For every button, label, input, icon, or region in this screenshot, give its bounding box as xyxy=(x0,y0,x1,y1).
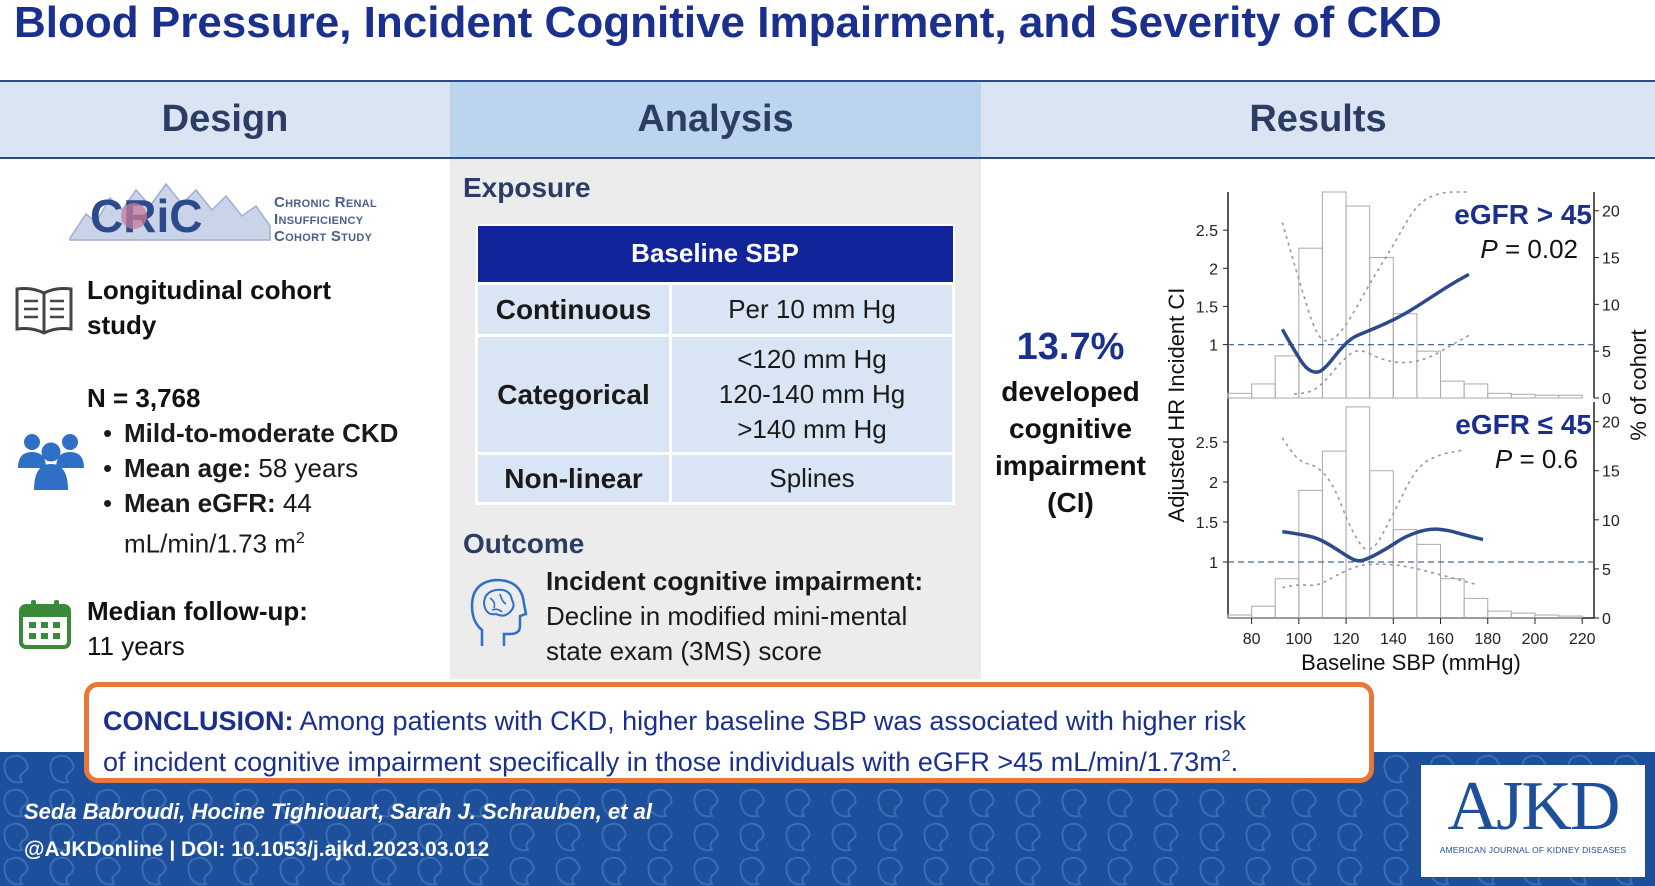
histogram-bar xyxy=(1227,614,1253,619)
table-row: Continuous Per 10 mm Hg xyxy=(475,281,955,337)
x-axis-label: Baseline SBP (mmHg) xyxy=(1301,650,1521,675)
histogram-bar xyxy=(1298,247,1323,399)
results-header: Results xyxy=(981,82,1655,157)
histogram-bar xyxy=(1463,597,1489,619)
ci-lower-curve xyxy=(1282,563,1477,589)
cohort-bullets: Mild-to-moderate CKD Mean age: 58 years … xyxy=(100,416,450,562)
analysis-header: Analysis xyxy=(450,82,981,157)
histogram-bar xyxy=(1345,406,1371,619)
histogram-bar xyxy=(1558,394,1583,399)
design-header: Design xyxy=(0,82,450,157)
bullet-ckd: Mild-to-moderate CKD xyxy=(100,416,450,451)
p-value: P = 0.6 xyxy=(1495,444,1578,474)
incidence-description: developed cognitive impairment (CI) xyxy=(995,376,1146,518)
cric-name: Chronic Renal Insufficiency Cohort Study xyxy=(274,194,378,245)
right-tick-label: 0 xyxy=(1602,391,1611,408)
histogram-bar xyxy=(1416,350,1442,399)
right-tick-label: 15 xyxy=(1602,251,1620,268)
right-tick-label: 10 xyxy=(1602,297,1620,314)
exposure-table: Baseline SBP Continuous Per 10 mm Hg Cat… xyxy=(475,224,955,505)
right-tick-label: 0 xyxy=(1602,611,1611,628)
x-tick-label: 100 xyxy=(1285,631,1312,648)
right-tick-label: 20 xyxy=(1602,204,1620,221)
right-tick-label: 20 xyxy=(1602,415,1620,432)
calendar-icon xyxy=(19,600,71,649)
left-tick-label: 2.5 xyxy=(1196,435,1218,452)
bullet-age: Mean age: 58 years xyxy=(100,451,450,486)
x-tick-label: 140 xyxy=(1380,631,1407,648)
histogram-bar xyxy=(1534,394,1560,399)
right-tick-label: 5 xyxy=(1602,562,1611,579)
histogram-bar xyxy=(1440,380,1465,399)
ajkd-logo: AJKD AMERICAN JOURNAL OF KIDNEY DISEASES xyxy=(1421,765,1645,877)
open-book-icon xyxy=(15,287,73,335)
outcome-text: Incident cognitive impairment: Decline i… xyxy=(546,566,924,666)
right-tick-label: 5 xyxy=(1602,344,1611,361)
right-tick-label: 15 xyxy=(1602,464,1620,481)
x-tick-label: 80 xyxy=(1243,631,1261,648)
histogram-bar xyxy=(1392,313,1418,399)
panel-label: eGFR ≤ 45 xyxy=(1455,409,1592,440)
x-tick-label: 120 xyxy=(1333,631,1360,648)
section-header-row: Design Analysis Results xyxy=(0,80,1655,159)
cric-logo: CRiC xyxy=(69,182,271,242)
left-tick-label: 2 xyxy=(1209,475,1218,492)
histogram-bar xyxy=(1534,614,1560,619)
ci-lower-curve xyxy=(1294,334,1470,395)
histogram-bar xyxy=(1416,543,1442,619)
table-row: Non-linear Splines xyxy=(475,451,955,505)
table-header: Baseline SBP xyxy=(475,224,955,284)
left-tick-label: 1 xyxy=(1209,555,1218,572)
histogram-bar xyxy=(1558,615,1583,619)
exposure-label: Exposure xyxy=(463,172,591,203)
ci-upper-curve xyxy=(1281,191,1469,342)
panel-label: eGFR > 45 xyxy=(1454,199,1592,230)
histogram-bar xyxy=(1510,393,1536,399)
authors: Seda Babroudi, Hocine Tighiouart, Sarah … xyxy=(24,799,652,824)
doi-line: @AJKDonline | DOI: 10.1053/j.ajkd.2023.0… xyxy=(24,838,490,861)
ci-upper-curve xyxy=(1281,437,1465,551)
p-value: P = 0.02 xyxy=(1480,234,1578,264)
n-label: N = 3,768 xyxy=(87,383,201,413)
left-tick-label: 2.5 xyxy=(1196,223,1218,240)
brain-head-icon xyxy=(470,578,528,646)
histogram-bar xyxy=(1227,392,1253,399)
y-axis-left-label: Adjusted HR Incident CI xyxy=(1164,288,1189,523)
x-tick-label: 220 xyxy=(1569,631,1596,648)
histogram-bar xyxy=(1274,578,1300,619)
left-tick-label: 1.5 xyxy=(1196,515,1218,532)
right-tick-label: 10 xyxy=(1602,513,1620,530)
follow-up: Median follow-up: 11 years xyxy=(87,596,308,661)
histogram-bar xyxy=(1274,355,1300,399)
hr-curve xyxy=(1280,272,1470,374)
histogram-bar xyxy=(1298,489,1323,619)
people-group-icon xyxy=(18,434,84,490)
histogram-bar xyxy=(1251,605,1276,619)
outcome-label: Outcome xyxy=(463,528,585,559)
left-tick-label: 1 xyxy=(1209,338,1218,355)
page-title: Blood Pressure, Incident Cognitive Impai… xyxy=(14,0,1442,47)
histogram-bar xyxy=(1463,383,1489,399)
left-tick-label: 1.5 xyxy=(1196,299,1218,316)
left-tick-label: 2 xyxy=(1209,261,1218,278)
y-axis-right-label: % of cohort xyxy=(1626,329,1651,440)
histogram-bar xyxy=(1440,578,1465,619)
histogram-bar xyxy=(1487,610,1512,619)
table-row: Categorical <120 mm Hg 120-140 mm Hg >14… xyxy=(475,333,955,455)
histogram-bar xyxy=(1369,470,1394,619)
study-type: Longitudinal cohort study xyxy=(87,275,332,340)
histogram-bar xyxy=(1251,383,1276,399)
x-tick-label: 160 xyxy=(1427,631,1454,648)
hr-curve xyxy=(1282,527,1484,563)
conclusion-box: CONCLUSION: Among patients with CKD, hig… xyxy=(84,682,1374,783)
spline-chart: 0 5 10 15 20 1 1.5 2 2.5 eGFR > 45 P = 0.02 0 5 10 15 2… xyxy=(1164,191,1651,675)
histogram-bar xyxy=(1321,450,1347,619)
x-tick-label: 180 xyxy=(1474,631,1501,648)
incidence-percent: 13.7% xyxy=(1016,326,1125,368)
histogram-bar xyxy=(1487,392,1512,399)
histogram-bar xyxy=(1345,205,1371,399)
x-tick-label: 200 xyxy=(1522,631,1549,648)
